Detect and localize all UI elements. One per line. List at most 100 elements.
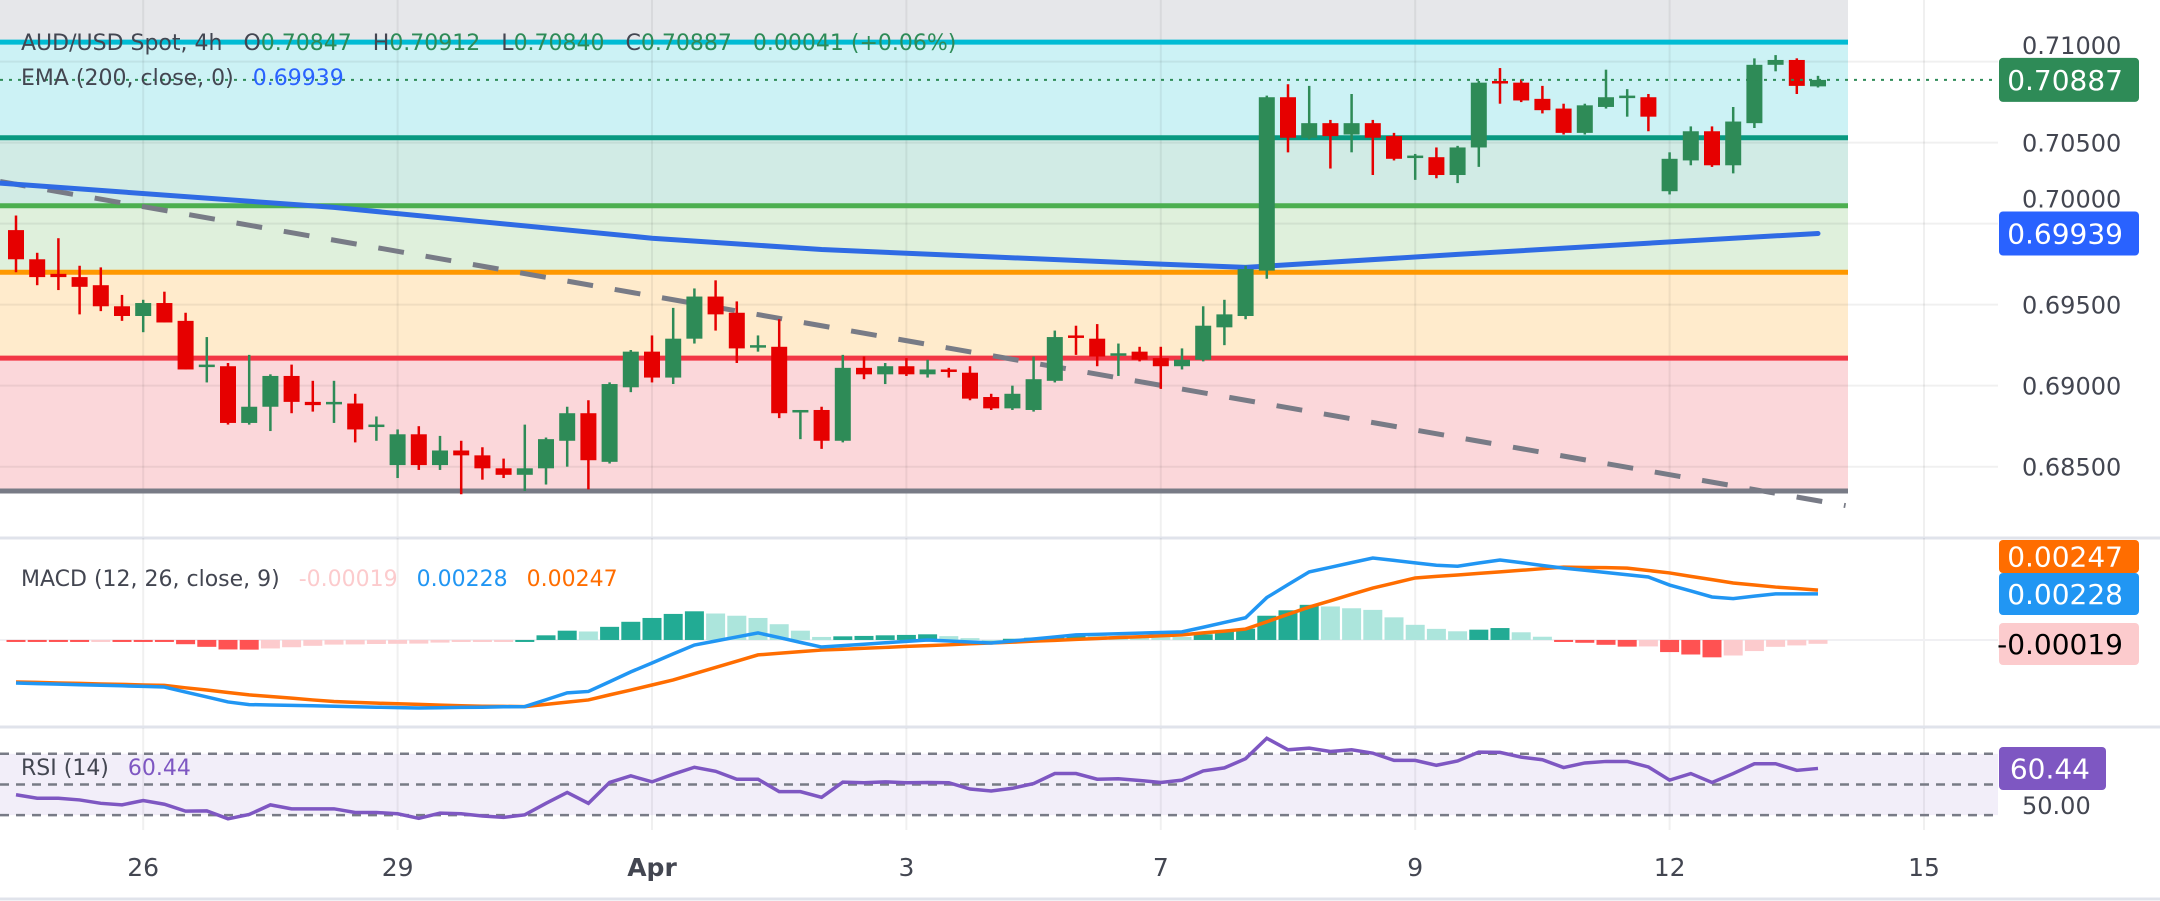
- macd-histogram-bar: [981, 639, 1001, 642]
- macd-histogram-bar: [197, 639, 217, 647]
- candle: [644, 335, 660, 383]
- dashed-trendline[interactable]: [0, 179, 1846, 509]
- candle: [1068, 325, 1084, 355]
- candle-body: [1216, 314, 1233, 328]
- candle: [919, 359, 936, 378]
- candle: [983, 393, 1000, 410]
- candle: [474, 447, 491, 480]
- candle-body: [71, 277, 88, 287]
- candle: [8, 215, 24, 273]
- candle-body: [1661, 158, 1678, 192]
- candle: [707, 280, 724, 331]
- high-label: H: [373, 31, 390, 56]
- candle: [495, 458, 512, 479]
- candle-body: [410, 434, 427, 466]
- candle: [1682, 126, 1699, 166]
- candle-body: [156, 303, 173, 323]
- candle: [940, 367, 957, 378]
- price-axis[interactable]: 0.71000 0.70500 0.70000 0.69500 0.69000 0.685…: [2022, 32, 2121, 820]
- macd-histogram-bar: [1554, 639, 1574, 642]
- candle: [1513, 79, 1530, 103]
- candle-body: [1152, 358, 1169, 367]
- macd-histogram-bar: [1660, 639, 1680, 653]
- candle-body: [538, 439, 554, 469]
- candle-body: [1470, 82, 1487, 148]
- candle: [1576, 103, 1593, 135]
- ema-price-label-bg: [1999, 211, 2139, 256]
- ema-legend-value: 0.69939: [253, 66, 344, 91]
- ema-legend[interactable]: EMA (200, close, 0) 0.69939: [21, 66, 344, 91]
- macd-histogram-bar: [1193, 634, 1213, 640]
- macd-histogram-bar: [1384, 617, 1404, 640]
- candle-body: [8, 230, 24, 260]
- candle-body: [495, 468, 512, 475]
- candle: [962, 366, 978, 401]
- macd-histogram-bar: [1342, 608, 1362, 640]
- fib-zone-fill: [0, 137, 1848, 206]
- candle: [241, 354, 258, 425]
- macd-histogram: [6, 604, 1828, 658]
- macd-line: [15, 556, 1818, 710]
- candle: [1449, 145, 1466, 184]
- macd-histogram-bar: [960, 638, 980, 641]
- symbol-title: AUD/USD Spot, 4h: [21, 31, 222, 56]
- candle-body: [347, 403, 364, 430]
- candle: [516, 424, 533, 492]
- low-value: 0.70840: [514, 31, 605, 56]
- histogram-value-label-bg: [1999, 623, 2139, 665]
- candle: [198, 337, 215, 383]
- macd-histogram-bar: [451, 639, 471, 642]
- candle: [856, 356, 872, 380]
- candle-body: [1598, 97, 1614, 107]
- rsi-panel[interactable]: RSI (14) 60.44: [0, 728, 1998, 830]
- macd-histogram-bar: [1511, 632, 1531, 640]
- candle: [1746, 58, 1763, 129]
- candle: [283, 364, 300, 414]
- macd-legend[interactable]: MACD (12, 26, close, 9) -0.00019 0.00228…: [21, 567, 618, 592]
- macd-legend-hist: -0.00019: [299, 567, 398, 592]
- macd-histogram-bar: [1723, 639, 1743, 656]
- macd-histogram-bar: [1363, 609, 1383, 640]
- candle-body: [1407, 155, 1424, 159]
- macd-histogram-bar: [409, 639, 429, 644]
- candle: [1174, 348, 1190, 370]
- fib-retracement-lines[interactable]: [0, 39, 1848, 494]
- price-axis-tick: 0.69500: [2022, 292, 2121, 320]
- candle: [368, 416, 385, 441]
- candle-body: [559, 413, 576, 441]
- candle: [326, 380, 342, 423]
- candle-body: [962, 372, 978, 399]
- candle: [771, 319, 788, 419]
- macd-panel[interactable]: MACD (12, 26, close, 9) -0.00019 0.00228…: [0, 538, 1998, 728]
- macd-legend-label: MACD (12, 26, close, 9): [21, 567, 280, 592]
- macd-histogram-bar: [1469, 629, 1489, 640]
- time-axis-label: 12: [1654, 853, 1686, 882]
- candle: [1810, 75, 1826, 88]
- candle-body: [1322, 123, 1339, 137]
- candle: [559, 406, 576, 467]
- macd-histogram-bar: [1744, 639, 1764, 652]
- time-axis[interactable]: 26 29 Apr 3 7 9 12 15: [127, 853, 1940, 882]
- candle-body: [114, 306, 130, 316]
- candle-body: [1258, 97, 1275, 271]
- macd-histogram-bar: [388, 639, 408, 644]
- macd-histogram-bar: [790, 630, 810, 640]
- candle-body: [1280, 97, 1296, 138]
- histogram-value-label-text: -0.00019: [1997, 628, 2123, 661]
- rsi-legend[interactable]: RSI (14) 60.44: [21, 756, 191, 781]
- macd-histogram-bar: [282, 639, 302, 648]
- price-panel[interactable]: [0, 0, 1998, 538]
- macd-histogram-bar: [430, 639, 450, 643]
- rsi-band-lines: [0, 752, 1998, 817]
- macd-histogram-bar: [260, 639, 280, 649]
- ema-legend-label: EMA (200, close, 0): [21, 66, 234, 91]
- candle: [262, 374, 279, 432]
- candle-body: [1619, 95, 1636, 99]
- candle: [1704, 126, 1720, 167]
- histogram-value-label: -0.00019: [1997, 623, 2139, 665]
- ema-200-line: [0, 180, 1821, 270]
- ema-price-label-text: 0.69939: [2007, 218, 2123, 251]
- candle: [156, 291, 173, 323]
- candle-body: [940, 369, 957, 372]
